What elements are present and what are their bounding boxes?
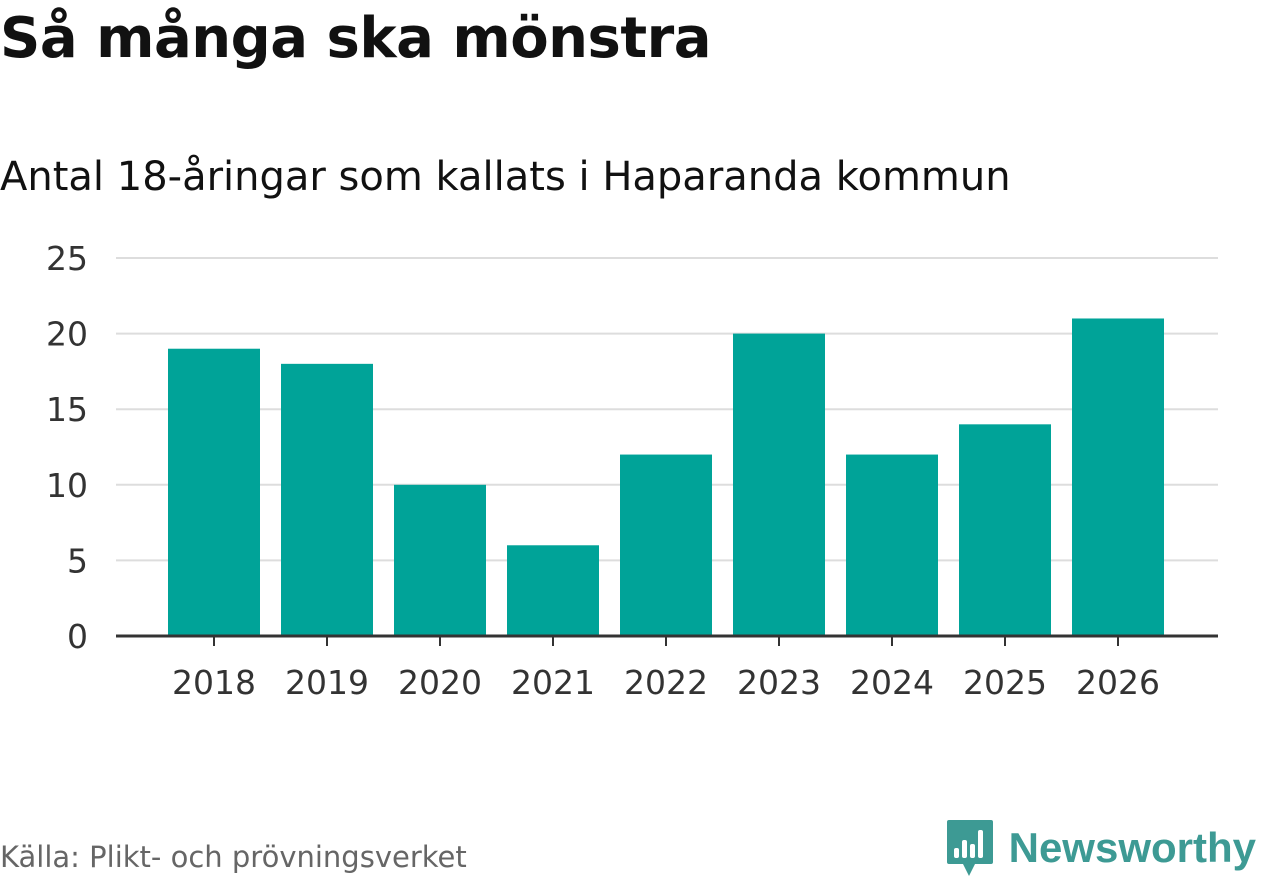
x-tick-label: 2020: [398, 663, 482, 702]
newsworthy-logo-icon: [946, 820, 993, 876]
chart-title: Så många ska mönstra: [0, 6, 712, 71]
bar-2023: [733, 333, 825, 636]
bar-2026: [1072, 318, 1164, 636]
y-tick-label: 0: [67, 617, 88, 656]
brand-logo: Newsworthy: [945, 818, 1256, 878]
x-tick-label: 2022: [624, 663, 708, 702]
x-tick-label: 2026: [1076, 663, 1160, 702]
bar-2020: [394, 484, 486, 636]
x-tick-label: 2023: [737, 663, 821, 702]
bars: [168, 318, 1164, 636]
x-axis-ticks: 2018 2019 2020 2021 2022 2023 2024 2025 2026: [172, 636, 1160, 702]
y-tick-label: 15: [46, 390, 88, 429]
y-tick-label: 5: [67, 541, 88, 580]
bar-2021: [507, 545, 599, 636]
bar-2018: [168, 348, 260, 636]
bar-2022: [620, 454, 712, 636]
bar-2019: [281, 363, 373, 636]
y-tick-label: 25: [46, 239, 88, 278]
chart-subtitle: Antal 18-åringar som kallats i Haparanda…: [0, 154, 1011, 200]
y-tick-label: 20: [46, 315, 88, 354]
y-axis-ticks: 0 5 10 15 20 25: [46, 239, 88, 656]
x-tick-label: 2018: [172, 663, 256, 702]
brand-name: Newsworthy: [1008, 824, 1256, 871]
y-tick-label: 10: [46, 466, 88, 505]
bar-2024: [846, 454, 938, 636]
x-tick-label: 2021: [511, 663, 595, 702]
x-tick-label: 2024: [850, 663, 934, 702]
x-tick-label: 2019: [285, 663, 369, 702]
source-note: Källa: Plikt- och prövningsverket: [0, 840, 467, 874]
x-tick-label: 2025: [963, 663, 1047, 702]
bar-2025: [959, 424, 1051, 636]
